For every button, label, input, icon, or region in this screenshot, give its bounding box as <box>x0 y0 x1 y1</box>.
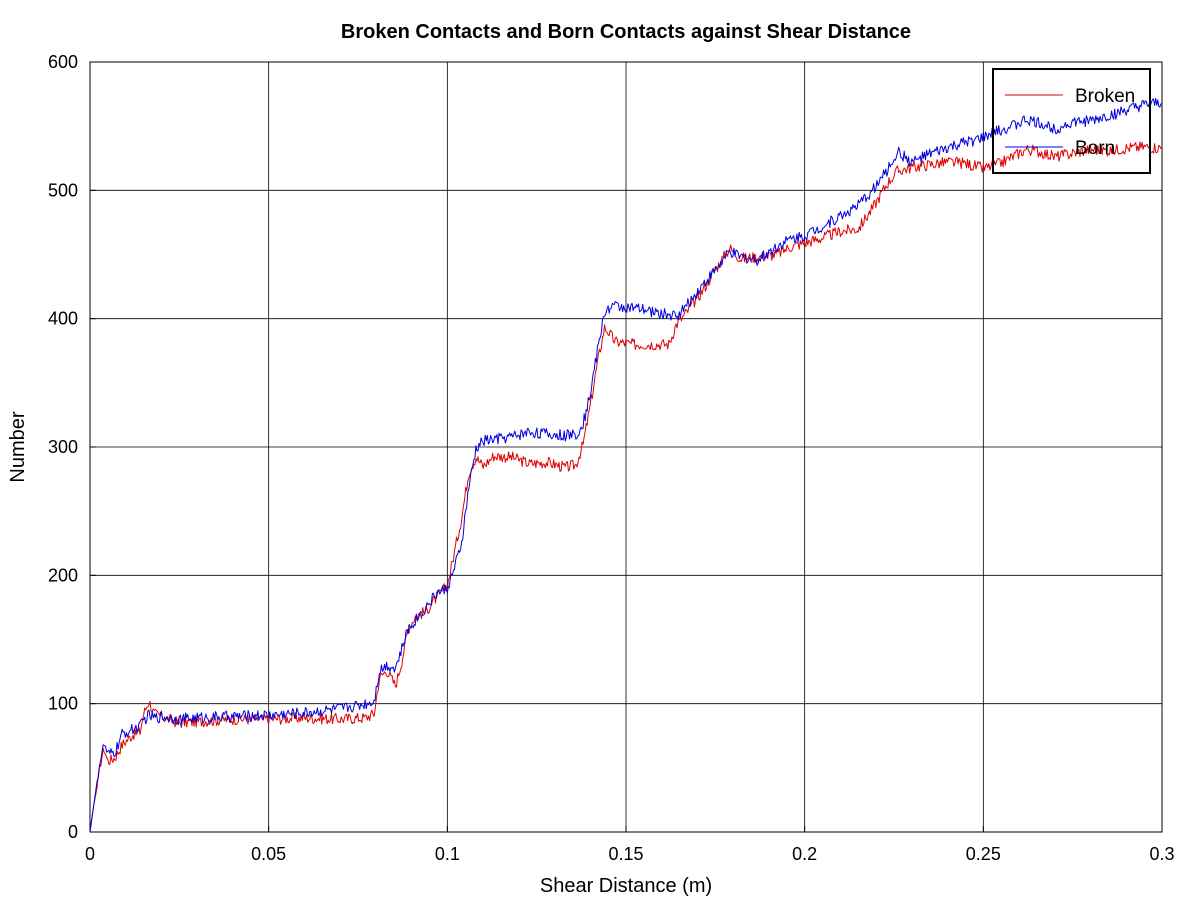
x-tick-label: 0.25 <box>966 844 1001 864</box>
axis-ticks: 0 0.05 0.1 0.15 0.2 0.25 0.3 0 100 200 300 400 500 60… <box>48 52 1175 864</box>
legend-box <box>992 68 1151 174</box>
y-tick-label: 100 <box>48 694 78 714</box>
y-tick-label: 600 <box>48 52 78 72</box>
x-axis-label: Shear Distance (m) <box>540 875 712 897</box>
legend-label-born: Born <box>1075 138 1115 159</box>
legend-label-broken: Broken <box>1075 86 1135 107</box>
series-line-born <box>89 97 1163 833</box>
y-tick-label: 500 <box>48 180 78 200</box>
x-tick-label: 0.3 <box>1149 844 1174 864</box>
x-tick-label: 0.1 <box>435 844 460 864</box>
x-tick-label: 0.05 <box>251 844 286 864</box>
x-tick-label: 0.2 <box>792 844 817 864</box>
y-tick-label: 300 <box>48 437 78 457</box>
y-tick-label: 0 <box>68 822 78 842</box>
x-tick-label: 0 <box>85 844 95 864</box>
x-tick-label: 0.15 <box>608 844 643 864</box>
y-tick-label: 200 <box>48 565 78 585</box>
chart-title: Broken Contacts and Born Contacts agains… <box>341 21 911 43</box>
legend: Broken Born <box>992 68 1151 174</box>
y-tick-label: 400 <box>48 309 78 329</box>
series-lines <box>89 97 1163 833</box>
y-axis-label: Number <box>7 411 29 482</box>
